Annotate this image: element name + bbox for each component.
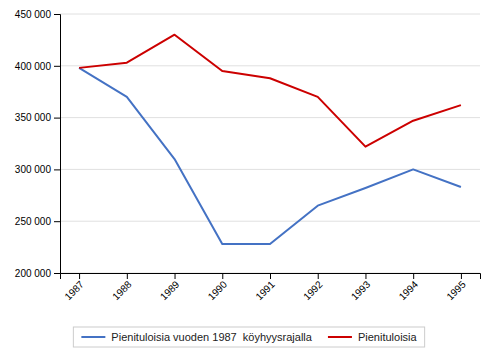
x-tick-mark [79,273,80,279]
chart: 1987 1988 1989 1990 1991 1992 1993 1994 1995 200 … [0,0,498,353]
y-tick-label: 200 000 [15,268,52,279]
x-tick-label: 1989 [158,278,182,302]
y-tick: 300 000 [15,164,60,175]
x-tick-label: 1993 [349,278,373,302]
plot: 1987 1988 1989 1990 1991 1992 1993 1994 1995 200 … [15,9,481,302]
y-tick: 250 000 [15,216,60,227]
grid-line [60,65,480,66]
x-axis-line [61,274,481,280]
x-tick-label: 1988 [110,278,134,302]
x-tick: 1990 [206,273,230,302]
legend-frame [73,327,424,347]
y-axis-line [54,15,61,274]
y-tick-mark [54,169,60,170]
x-tick: 1995 [444,273,468,302]
y-tick-label: 250 000 [15,216,52,227]
x-tick-label: 1994 [397,278,421,302]
legend-swatch [81,336,105,338]
x-tick-label: 1987 [62,278,86,302]
y-tick-mark [54,273,60,274]
x-tick: 1992 [301,273,325,302]
x-tick: 1988 [110,273,134,302]
y-tick-mark [54,221,60,222]
grid [60,14,480,273]
y-tick-mark [54,118,60,119]
x-tick-label: 1991 [253,278,277,302]
legend-item: Pienituloisia [328,331,418,343]
legend-label: Pienituloisia vuoden 1987 köyhyysrajalla [111,331,312,343]
x-tick: 1987 [62,273,86,302]
y-tick: 200 000 [15,268,60,279]
grid-line [60,117,480,118]
legend: Pienituloisia vuoden 1987 köyhyysrajalla… [73,327,424,347]
lines [79,35,461,244]
x-tick-mark [175,273,176,279]
x-tick: 1989 [158,273,182,302]
x-tick: 1993 [349,273,373,302]
x-tick: 1991 [253,273,277,302]
y-tick: 350 000 [15,112,60,123]
series-line [79,35,461,147]
x-tick-mark [413,273,414,279]
x-tick-mark [270,273,271,279]
y-tick-label: 400 000 [15,61,52,72]
y-tick: 450 000 [15,9,60,20]
x-tick-mark [461,273,462,279]
y-tick-mark [54,14,60,15]
x-tick-mark [318,273,319,279]
y-tick-label: 350 000 [15,112,52,123]
x-tick: 1994 [397,273,421,302]
x-tick-label: 1995 [444,278,468,302]
legend-label: Pienituloisia [358,331,418,343]
x-tick-label: 1992 [301,278,325,302]
y-tick-label: 450 000 [15,9,52,20]
x-tick-mark [127,273,128,279]
x-tick-label: 1990 [206,278,230,302]
x-axis: 1987 1988 1989 1990 1991 1992 1993 1994 1995 [61,273,481,302]
y-axis: 200 000 250 000 300 000 350 000 400 000 450 0… [15,9,61,279]
x-tick-mark [222,273,223,279]
y-tick: 400 000 [15,61,60,72]
series-line [79,68,461,244]
y-tick-label: 300 000 [15,164,52,175]
x-tick-mark [365,273,366,279]
grid-line [60,221,480,222]
y-tick-mark [54,66,60,67]
grid-line [60,14,480,15]
legend-item: Pienituloisia vuoden 1987 köyhyysrajalla [81,331,312,343]
legend-swatch [328,336,352,338]
